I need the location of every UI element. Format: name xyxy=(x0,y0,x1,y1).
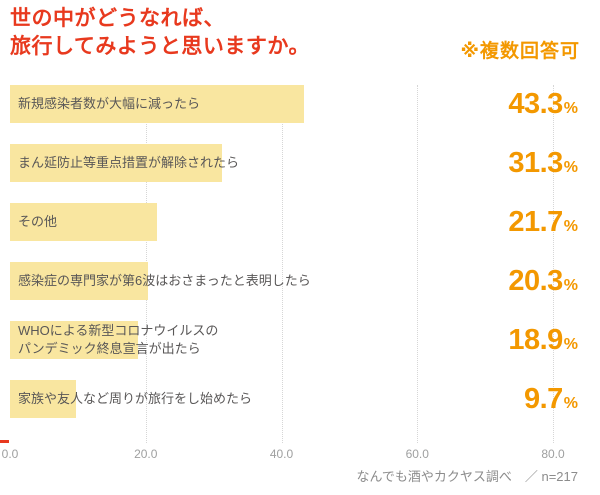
percent-sign: % xyxy=(563,336,578,353)
bar-row: 新規感染者数が大幅に減ったら 43.3 % xyxy=(10,85,578,144)
bar-label: WHOによる新型コロナウイルスの パンデミック終息宣言が出たら xyxy=(18,323,219,356)
percent-sign: % xyxy=(563,277,578,294)
bar-row: まん延防止等重点措置が解除されたら 31.3 % xyxy=(10,144,578,203)
bar-row: WHOによる新型コロナウイルスの パンデミック終息宣言が出たら 18.9 % xyxy=(10,321,578,380)
x-tick: 80.0 xyxy=(541,447,565,461)
bar-value-number: 18.9 xyxy=(508,324,563,356)
bar-value-number: 20.3 xyxy=(508,265,563,297)
gridline-40 xyxy=(281,85,283,443)
bar-value: 21.7 % xyxy=(508,204,578,244)
bar-label: 新規感染者数が大幅に減ったら xyxy=(18,96,201,112)
bar-label: 家族や友人など周りが旅行をし始めたら xyxy=(18,391,253,407)
bar xyxy=(10,380,76,418)
bar-value-number: 9.7 xyxy=(523,383,563,415)
source-credit: なんでも酒やカクヤス調べ ／ n=217 xyxy=(356,469,578,484)
x-tick: 20.0 xyxy=(134,447,158,461)
bar-value: 20.3 % xyxy=(508,263,578,303)
bar-value: 31.3 % xyxy=(508,145,578,185)
x-axis: 0.0 20.0 40.0 60.0 80.0 xyxy=(2,447,565,463)
x-tick: 0.0 xyxy=(1,447,19,461)
bar xyxy=(10,262,148,300)
plot-area: 新規感染者数が大幅に減ったら 43.3 % まん延防止等重点措置が解除されたら … xyxy=(2,85,578,465)
bar xyxy=(10,321,139,359)
bar-value-number: 21.7 xyxy=(508,206,563,238)
chart-title: 世の中がどうなれば、 旅行してみようと思いますか。 xyxy=(10,7,310,58)
x-tick: 60.0 xyxy=(405,447,429,461)
bar-label: 感染症の専門家が第6波はおさまったと表明したら xyxy=(18,273,311,289)
bar-label: まん延防止等重点措置が解除されたら xyxy=(18,155,240,171)
bar-row: 感染症の専門家が第6波はおさまったと表明したら 20.3 % xyxy=(10,262,578,321)
gridline-60 xyxy=(417,85,419,443)
percent-sign: % xyxy=(563,395,578,412)
bar-row: その他 21.7 % xyxy=(10,203,578,262)
bar-value: 9.7 % xyxy=(524,381,578,421)
bar-value-number: 43.3 xyxy=(508,88,563,120)
bar-label: その他 xyxy=(18,214,58,230)
bar-rows: 新規感染者数が大幅に減ったら 43.3 % まん延防止等重点措置が解除されたら … xyxy=(10,85,578,439)
bar xyxy=(10,203,158,241)
bar xyxy=(10,144,223,182)
x-tick: 40.0 xyxy=(269,447,294,461)
percent-sign: % xyxy=(563,159,578,176)
multiple-answers-note: ※複数回答可 xyxy=(460,41,580,62)
bar-value: 43.3 % xyxy=(508,86,578,126)
bar xyxy=(10,85,304,123)
gridline-80 xyxy=(553,85,554,443)
percent-sign: % xyxy=(563,218,578,235)
percent-sign: % xyxy=(563,100,578,117)
axis-origin-mark xyxy=(0,440,9,443)
bar-value: 18.9 % xyxy=(508,322,578,362)
bar-row: 家族や友人など周りが旅行をし始めたら 9.7 % xyxy=(10,380,578,439)
bar-value-number: 31.3 xyxy=(508,147,563,179)
